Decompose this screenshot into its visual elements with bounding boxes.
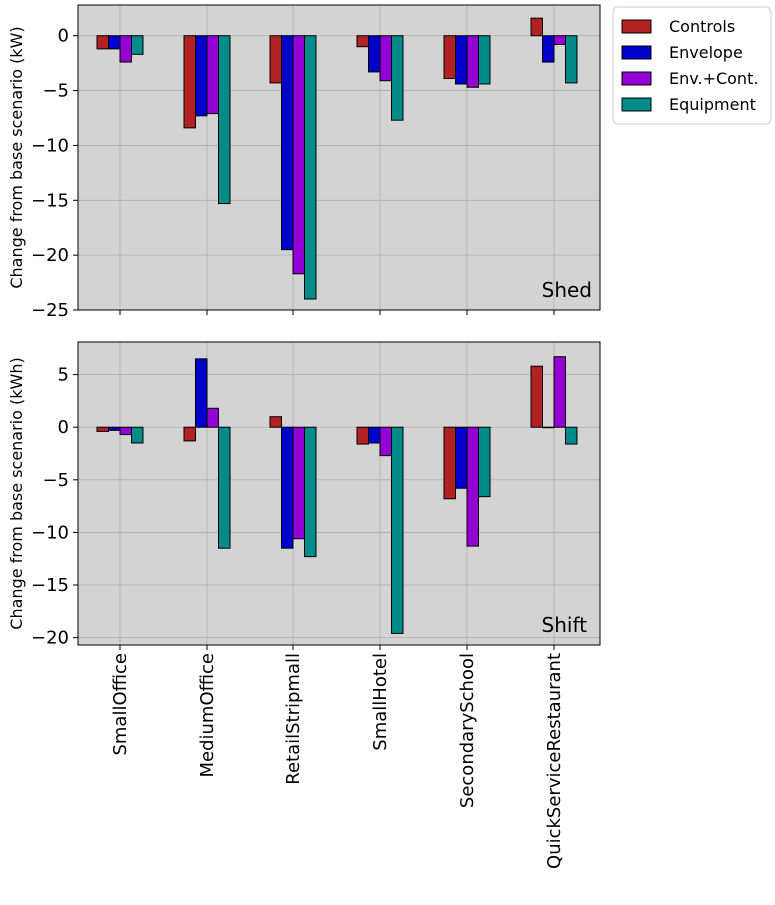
panel-tag-shift: Shift (542, 613, 588, 637)
bar-controls-retailstripmall (269, 35, 282, 84)
x-tick-label-mediumoffice: MediumOffice (197, 653, 218, 778)
legend-swatch-equipment (621, 97, 652, 112)
y-tick-label: −10 (31, 522, 69, 543)
bar-envelope-mediumoffice (195, 358, 208, 428)
bar-equipment-quickservicerestaurant (565, 35, 578, 84)
bar-controls-smalloffice (96, 426, 109, 432)
bar-envelope-retailstripmall (281, 426, 294, 549)
bar-envcont-smalloffice (119, 426, 132, 436)
bar-controls-secondaryschool (443, 35, 456, 80)
plot-frame (77, 341, 601, 646)
y-tick-label: −15 (31, 575, 69, 596)
y-tick-label: −20 (31, 628, 69, 649)
bar-envelope-mediumoffice (195, 35, 208, 117)
legend-box (612, 6, 772, 125)
y-tick-label: 0 (58, 26, 69, 47)
bar-controls-mediumoffice (183, 426, 196, 442)
shed-panel: 0 −5 −10 −15 −20 −25 Change from base scenario… (7, 4, 601, 321)
bar-equipment-quickservicerestaurant (565, 426, 578, 445)
legend-swatch-envelope (621, 45, 652, 60)
y-tick-label: −25 (31, 300, 69, 321)
y-tick-label: 0 (58, 417, 69, 438)
panel-tag-shed: Shed (542, 278, 592, 302)
shift-panel: 5 0 −5 −10 −15 −20 Change from base scenario (… (7, 341, 601, 650)
bar-envcont-smalloffice (119, 35, 132, 63)
bar-envcont-retailstripmall (292, 35, 305, 275)
bar-equipment-smalloffice (131, 426, 144, 444)
bar-envelope-smallhotel (368, 426, 381, 444)
y-axis-label: Change from base scenario (kW) (7, 26, 26, 288)
bar-envelope-quickservicerestaurant (542, 426, 555, 429)
bar-equipment-retailstripmall (304, 426, 317, 558)
bar-envcont-quickservicerestaurant (553, 35, 566, 45)
legend: Controls Envelope Env.+Cont. Equipment (612, 6, 772, 125)
y-tick-label: −20 (31, 245, 69, 266)
y-tick-label: −15 (31, 190, 69, 211)
bar-controls-smallhotel (356, 426, 369, 445)
bar-envcont-secondaryschool (466, 426, 479, 547)
bar-equipment-smalloffice (131, 35, 144, 55)
legend-label-controls: Controls (669, 17, 735, 36)
bar-envelope-smallhotel (368, 35, 381, 73)
plot-frame (77, 4, 601, 311)
y-tick-label: −5 (42, 81, 69, 102)
bar-equipment-mediumoffice (218, 35, 231, 205)
bar-envcont-mediumoffice (206, 407, 219, 428)
bar-equipment-secondaryschool (478, 35, 491, 85)
bar-controls-secondaryschool (443, 426, 456, 500)
x-tick-label-retailstripmall: RetailStripmall (283, 653, 304, 785)
bar-controls-quickservicerestaurant (530, 365, 543, 428)
y-axis-label: Change from base scenario (kWh) (7, 357, 26, 629)
bar-envelope-quickservicerestaurant (542, 35, 555, 63)
bar-equipment-smallhotel (391, 426, 404, 634)
y-tick-label: −10 (31, 135, 69, 156)
bar-envelope-smalloffice (108, 35, 121, 50)
bar-controls-retailstripmall (269, 416, 282, 428)
bar-equipment-smallhotel (391, 35, 404, 121)
x-axis-tick-labels: SmallOffice MediumOffice RetailStripmall Sm… (110, 653, 565, 869)
plot-area (78, 342, 600, 645)
x-tick-label-smalloffice: SmallOffice (110, 653, 131, 756)
bar-envcont-smallhotel (379, 35, 392, 82)
bar-envelope-smalloffice (108, 426, 121, 431)
y-tick-label: −5 (42, 470, 69, 491)
y-tick-label: 5 (58, 365, 69, 386)
legend-label-envcont: Env.+Cont. (669, 69, 758, 88)
bar-equipment-mediumoffice (218, 426, 231, 549)
bar-envcont-retailstripmall (292, 426, 305, 540)
bar-envelope-secondaryschool (455, 426, 468, 489)
legend-swatch-controls (621, 19, 652, 34)
bar-envelope-secondaryschool (455, 35, 468, 85)
bar-envcont-quickservicerestaurant (553, 356, 566, 428)
plot-area (78, 5, 600, 310)
x-tick-label-quickservicerestaurant: QuickServiceRestaurant (544, 653, 565, 869)
bar-envelope-retailstripmall (281, 35, 294, 251)
bar-controls-mediumoffice (183, 35, 196, 129)
bar-equipment-retailstripmall (304, 35, 317, 300)
x-tick-label-secondaryschool: SecondarySchool (457, 653, 478, 808)
bar-controls-smallhotel (356, 35, 369, 48)
bar-equipment-secondaryschool (478, 426, 491, 498)
bar-controls-smalloffice (96, 35, 109, 50)
bar-envcont-mediumoffice (206, 35, 219, 115)
bar-envcont-secondaryschool (466, 35, 479, 88)
legend-label-equipment: Equipment (669, 95, 756, 114)
legend-swatch-envcont (621, 71, 652, 86)
bar-envcont-smallhotel (379, 426, 392, 457)
bar-controls-quickservicerestaurant (530, 17, 543, 37)
x-tick-label-smallhotel: SmallHotel (370, 653, 391, 751)
legend-label-envelope: Envelope (669, 43, 743, 62)
